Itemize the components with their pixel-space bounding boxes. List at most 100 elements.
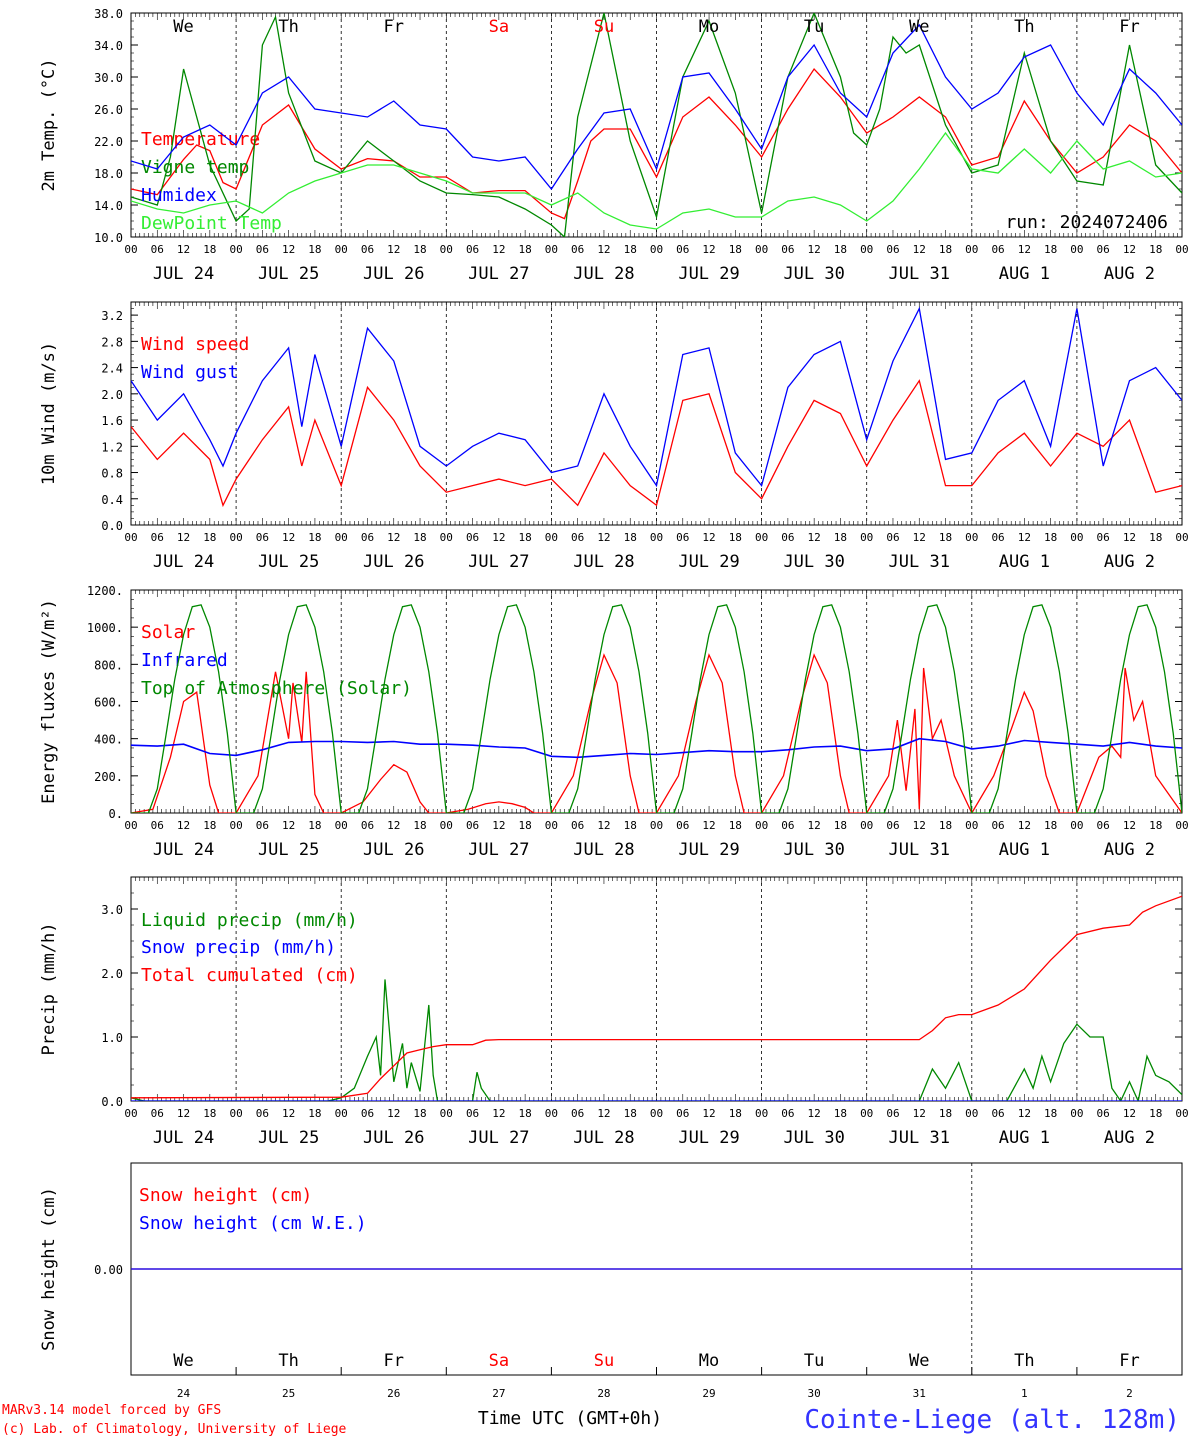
hour-label: 12 [808, 1107, 821, 1120]
hour-label: 06 [571, 819, 584, 832]
date-label: JUL 26 [363, 840, 424, 860]
y-tick-label: 1.0 [101, 1031, 123, 1045]
date-label: JUL 29 [678, 552, 739, 572]
hour-label: 12 [282, 243, 295, 256]
y-axis-label: 2m Temp. (°C) [39, 58, 59, 191]
weekday-label: Fr [384, 1351, 404, 1371]
hour-label: 00 [440, 1107, 453, 1120]
hour-label: 18 [1044, 531, 1057, 544]
legend-entry: Liquid precip (mm/h) [141, 910, 358, 931]
hour-label: 18 [1149, 243, 1162, 256]
hour-label: 12 [597, 1107, 610, 1120]
hour-label: 18 [1044, 1107, 1057, 1120]
y-tick-label: 0. [109, 807, 123, 821]
hour-label: 18 [308, 1107, 321, 1120]
hour-label: 06 [151, 243, 164, 256]
weekday-label: Fr [384, 17, 404, 37]
hour-label: 12 [492, 531, 505, 544]
hour-label: 12 [492, 243, 505, 256]
hour-label: 12 [282, 531, 295, 544]
x-axis-title: Time UTC (GMT+0h) [478, 1408, 662, 1429]
y-tick-label: 0.8 [101, 467, 123, 481]
hour-label: 00 [440, 531, 453, 544]
hour-label: 06 [886, 243, 899, 256]
date-label: JUL 24 [153, 264, 214, 284]
hour-label: 06 [781, 531, 794, 544]
day-number-label: 29 [702, 1387, 715, 1400]
hour-label: 00 [755, 531, 768, 544]
hour-label: 18 [1149, 819, 1162, 832]
weekday-label: Th [278, 17, 298, 37]
hour-label: 06 [571, 531, 584, 544]
hour-label: 06 [361, 1107, 374, 1120]
legend-entry: Snow height (cm W.E.) [139, 1213, 367, 1234]
hour-label: 00 [1175, 243, 1188, 256]
date-label: JUL 30 [783, 552, 844, 572]
hour-label: 12 [1018, 531, 1031, 544]
hour-label: 12 [808, 531, 821, 544]
weekday-label: Sa [489, 1351, 509, 1371]
hour-label: 06 [991, 243, 1004, 256]
weekday-label: We [173, 1351, 193, 1371]
series-line-infrared [131, 737, 1182, 759]
y-tick-label: 0.0 [101, 1095, 123, 1109]
y-tick-label: 0.4 [101, 493, 123, 507]
hour-label: 06 [991, 531, 1004, 544]
series-line-liquid-precip-mm-h [131, 979, 1182, 1101]
series-line-total-cumulated-cm [131, 895, 1182, 1099]
y-tick-label: 18.0 [94, 167, 123, 181]
hour-label: 00 [335, 1107, 348, 1120]
hour-label: 06 [676, 531, 689, 544]
y-axis-label: 10m Wind (m/s) [39, 342, 59, 485]
legend-entry: Temperature [141, 129, 260, 150]
run-label: run: 2024072406 [1005, 212, 1168, 233]
legend-entry: Humidex [141, 185, 217, 206]
hour-label: 00 [965, 531, 978, 544]
hour-label: 00 [440, 243, 453, 256]
date-label: JUL 27 [468, 264, 529, 284]
legend-entry: Wind speed [141, 334, 249, 355]
day-number-label: 25 [282, 1387, 295, 1400]
hour-label: 12 [177, 1107, 190, 1120]
hour-label: 18 [834, 243, 847, 256]
hour-label: 00 [229, 819, 242, 832]
date-label: JUL 30 [783, 840, 844, 860]
y-tick-label: 3.0 [101, 903, 123, 917]
hour-label: 18 [308, 819, 321, 832]
series-line-vigne-temp [131, 13, 1182, 237]
hour-label: 18 [308, 243, 321, 256]
date-label: JUL 24 [153, 552, 214, 572]
hour-label: 18 [308, 531, 321, 544]
hour-label: 12 [177, 531, 190, 544]
hour-label: 18 [519, 819, 532, 832]
panel-3: 1200.1000.800.600.400.200.0.00 06 12 18JUL … [39, 584, 1189, 860]
hour-label: 06 [256, 1107, 269, 1120]
hour-label: 12 [492, 819, 505, 832]
hour-label: 12 [387, 243, 400, 256]
hour-label: 00 [545, 531, 558, 544]
weekday-label: Sa [489, 17, 509, 37]
lab-credit: (c) Lab. of Climatology, University of L… [2, 1422, 347, 1437]
day-number-label: 24 [177, 1387, 191, 1400]
hour-label: 00 [124, 819, 137, 832]
hour-label: 00 [860, 243, 873, 256]
station-name: Cointe-Liege (alt. 128m) [804, 1405, 1180, 1435]
hour-label: 12 [1123, 243, 1136, 256]
hour-label: 12 [702, 1107, 715, 1120]
legend-entry: Top of Atmosphere (Solar) [141, 678, 412, 699]
date-label: AUG 2 [1104, 264, 1155, 284]
plot-frame [130, 301, 1183, 526]
hour-label: 06 [1097, 1107, 1110, 1120]
date-label: JUL 29 [678, 1128, 739, 1148]
y-tick-label: 600. [94, 696, 123, 710]
hour-label: 00 [229, 531, 242, 544]
hour-label: 18 [203, 531, 216, 544]
hour-label: 12 [1123, 819, 1136, 832]
hour-label: 00 [335, 243, 348, 256]
panel-5: 0.00 We 24 Th 25 Fr 26 Sa 27 Su 28 Mo 29 Tu 30 We 31 Th 1 F… [39, 1162, 1183, 1400]
hour-label: 00 [965, 243, 978, 256]
y-tick-label: 3.2 [101, 309, 123, 323]
weekday-label: Su [594, 17, 614, 37]
hour-label: 00 [335, 531, 348, 544]
hour-label: 00 [965, 1107, 978, 1120]
